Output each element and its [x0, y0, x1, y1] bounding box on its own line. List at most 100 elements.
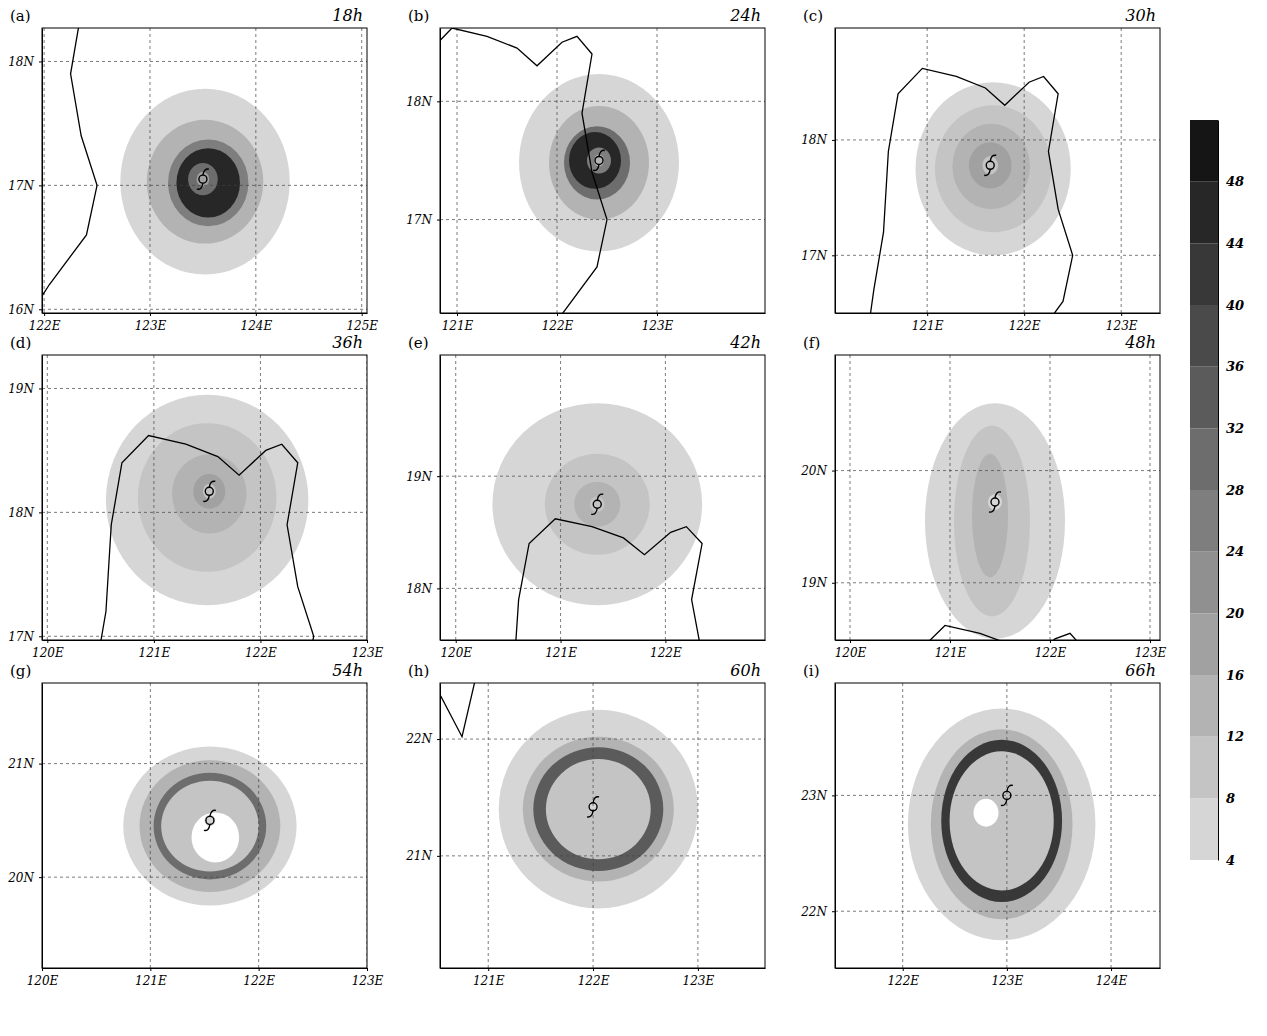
tick: 123E	[992, 968, 1024, 988]
field-contour	[176, 148, 240, 217]
plot-area	[835, 28, 1160, 313]
tick-mark	[367, 968, 368, 971]
colorbar-box	[1190, 120, 1218, 182]
tick: 28	[1218, 483, 1244, 498]
typhoon-symbol-arms	[203, 481, 215, 501]
tick-label: 121E	[912, 319, 944, 333]
colorbar-box	[1190, 675, 1218, 737]
grid-line	[42, 61, 367, 62]
field-contour	[161, 781, 259, 872]
plot-background	[835, 355, 1160, 640]
tick-label: 123E	[135, 319, 167, 333]
grid-line	[697, 683, 698, 968]
panel-title: 54h	[332, 661, 363, 680]
tick: 123E	[642, 313, 674, 333]
tick-mark	[437, 476, 440, 477]
tick: 40	[1218, 298, 1244, 313]
axis-line	[42, 29, 43, 314]
tick: 123E	[135, 313, 167, 333]
typhoon-symbol	[989, 492, 1001, 512]
typhoon-symbol	[587, 797, 599, 817]
tick: 36	[1218, 359, 1244, 374]
tick: 121E	[135, 968, 167, 988]
axis-line	[836, 640, 1161, 641]
tick: 120E	[440, 640, 472, 660]
typhoon-symbol-eye	[991, 498, 999, 506]
tick-mark	[39, 764, 42, 765]
tick: 22N	[800, 905, 835, 919]
grid-line	[593, 683, 594, 968]
tick-label: 28	[1225, 483, 1244, 498]
plot-area	[835, 683, 1160, 968]
tick: 21N	[7, 757, 42, 771]
field-contour	[523, 737, 674, 882]
typhoon-symbol-arms	[591, 494, 603, 514]
field-contour	[941, 740, 1062, 902]
panel: 120E121E122E123E17N18N19N(d)36h	[8, 0, 383, 785]
grid-line	[455, 355, 456, 640]
tick-label: 121E	[473, 974, 505, 988]
tick-mark	[437, 588, 440, 589]
coastline	[42, 28, 97, 313]
typhoon-symbol-arms	[984, 155, 996, 175]
tick: 120E	[27, 968, 59, 988]
panel-frame	[42, 28, 367, 313]
tick: 19N	[8, 382, 42, 396]
grid-line	[150, 683, 151, 968]
plot-area	[440, 355, 765, 640]
tick-mark	[1024, 313, 1025, 316]
tick: 124E	[241, 313, 273, 333]
typhoon-symbol-eye	[986, 161, 994, 169]
colorbar-box	[1190, 737, 1218, 799]
typhoon-symbol-eye	[205, 487, 213, 495]
typhoon-symbol-arms	[204, 810, 216, 830]
field-contour	[154, 773, 267, 880]
tick-label: 123E	[683, 974, 715, 988]
field-contour	[192, 812, 240, 862]
field-contour	[140, 760, 281, 892]
grid-line	[850, 355, 851, 640]
colorbar-axis: 4812162024283236404448	[1218, 121, 1244, 868]
tick-mark	[488, 968, 489, 971]
field-contour	[908, 708, 1096, 940]
field-contour	[168, 140, 248, 227]
tick-mark	[39, 636, 42, 637]
grid-line	[42, 309, 367, 310]
tick-label: 36	[1226, 359, 1244, 374]
tick-label: 18N	[8, 506, 34, 520]
field-contour	[931, 729, 1073, 919]
grid-line	[835, 139, 1160, 140]
colorbar-box	[1190, 428, 1218, 490]
tick: 19N	[406, 470, 440, 484]
tick-label: 123E	[1135, 646, 1167, 660]
field-contour	[499, 710, 698, 909]
tick: 122E	[1035, 640, 1067, 660]
panel-title: 42h	[729, 333, 761, 352]
coastline	[880, 355, 1100, 640]
grid-line	[42, 877, 367, 878]
panel: 121E122E123E21N22N(h)60h	[405, 661, 765, 1036]
y-axis: 20N21N	[7, 684, 42, 969]
grid-line	[255, 28, 256, 313]
tick: 121E	[912, 313, 944, 333]
tick-mark	[256, 313, 257, 316]
typhoon-symbol-arms	[593, 150, 605, 170]
grid-line	[440, 476, 765, 477]
grid-line	[557, 28, 558, 313]
tick: 16N	[8, 303, 42, 317]
tick-mark	[1121, 313, 1122, 316]
field-contour	[974, 799, 999, 827]
tick-label: 122E	[542, 319, 574, 333]
tick: 12	[1218, 729, 1244, 744]
typhoon-symbol-eye	[595, 156, 603, 164]
x-axis: 121E122E123E	[441, 313, 766, 333]
panel: 122E123E124E125E16N17N18N(a)18h	[0, 0, 378, 334]
axis-line	[836, 313, 1161, 314]
axis-line	[43, 968, 368, 969]
tick-mark	[593, 968, 594, 971]
tick: 20N	[800, 464, 835, 478]
tick-label: 18N	[406, 95, 432, 109]
tick: 16	[1218, 668, 1244, 683]
tick: 17N	[8, 179, 42, 193]
field-contour	[972, 454, 1008, 577]
